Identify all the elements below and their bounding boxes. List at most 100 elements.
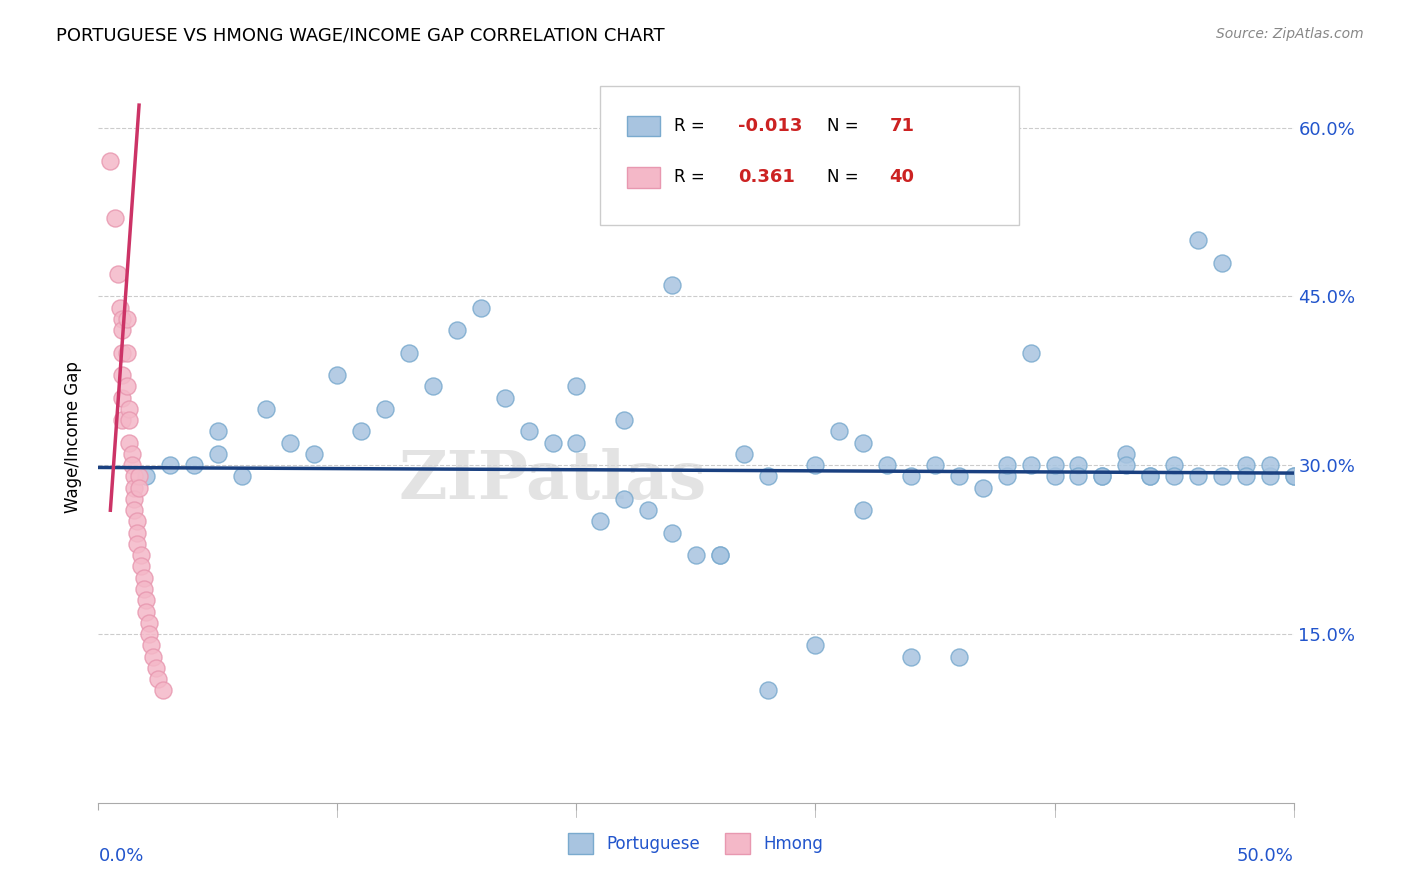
Point [565, 435, 588, 450]
Point [661, 278, 683, 293]
Point [948, 649, 970, 664]
Point [121, 447, 143, 461]
Text: 50.0%: 50.0% [1237, 847, 1294, 864]
Point [139, 638, 162, 652]
Point [1019, 345, 1042, 359]
Text: R =: R = [675, 169, 710, 186]
Point [115, 379, 138, 393]
Point [107, 267, 129, 281]
Point [637, 503, 659, 517]
Point [207, 425, 229, 439]
Point [804, 638, 827, 652]
Point [1187, 469, 1209, 483]
Point [111, 345, 134, 359]
Point [1282, 469, 1305, 483]
Point [494, 391, 516, 405]
Point [132, 582, 155, 596]
Point [1115, 458, 1137, 473]
Point [1139, 469, 1161, 483]
Point [661, 525, 683, 540]
Point [254, 401, 277, 416]
Legend: Portuguese, Hmong: Portuguese, Hmong [561, 827, 831, 860]
Point [685, 548, 707, 562]
FancyBboxPatch shape [627, 167, 661, 187]
Point [111, 391, 134, 405]
Point [995, 458, 1018, 473]
Point [1234, 469, 1257, 483]
Text: R =: R = [675, 117, 710, 136]
Point [1115, 447, 1137, 461]
Point [422, 379, 444, 393]
Point [1282, 469, 1305, 483]
FancyBboxPatch shape [627, 116, 661, 136]
Point [124, 503, 146, 517]
Point [1139, 469, 1161, 483]
Point [132, 571, 155, 585]
Point [589, 515, 612, 529]
Point [374, 401, 396, 416]
Point [804, 458, 827, 473]
Point [470, 301, 492, 315]
Point [852, 503, 875, 517]
Point [1043, 469, 1066, 483]
Point [135, 469, 157, 483]
Point [1211, 255, 1233, 269]
Point [1211, 469, 1233, 483]
Point [111, 323, 134, 337]
Point [1019, 458, 1042, 473]
Point [326, 368, 349, 383]
Point [108, 301, 131, 315]
Point [709, 548, 731, 562]
Point [128, 469, 150, 483]
Point [131, 559, 153, 574]
Point [302, 447, 325, 461]
Point [1067, 458, 1090, 473]
Point [828, 425, 851, 439]
Point [124, 491, 146, 506]
Point [125, 537, 148, 551]
Point [924, 458, 946, 473]
Point [852, 435, 875, 450]
FancyBboxPatch shape [600, 86, 1019, 225]
Point [613, 491, 636, 506]
Point [756, 683, 779, 698]
Text: N =: N = [828, 117, 865, 136]
Point [118, 435, 141, 450]
Point [121, 458, 143, 473]
Point [135, 593, 157, 607]
Point [231, 469, 253, 483]
Point [900, 469, 922, 483]
Point [128, 481, 150, 495]
Point [876, 458, 898, 473]
Point [115, 345, 138, 359]
Point [115, 312, 138, 326]
Point [131, 548, 153, 562]
Point [124, 481, 146, 495]
Point [350, 425, 373, 439]
Point [565, 379, 588, 393]
Text: 0.0%: 0.0% [98, 847, 143, 864]
Point [1163, 469, 1185, 483]
Point [207, 447, 229, 461]
Point [138, 615, 160, 630]
Point [111, 413, 134, 427]
Text: -0.013: -0.013 [738, 117, 803, 136]
Point [1258, 458, 1281, 473]
Point [152, 683, 174, 698]
Text: N =: N = [828, 169, 865, 186]
Point [948, 469, 970, 483]
Point [733, 447, 755, 461]
Point [183, 458, 205, 473]
Point [756, 469, 779, 483]
Point [124, 469, 146, 483]
Y-axis label: Wage/Income Gap: Wage/Income Gap [65, 361, 83, 513]
Point [278, 435, 301, 450]
Point [446, 323, 468, 337]
Point [1258, 469, 1281, 483]
Text: 40: 40 [890, 169, 914, 186]
Point [142, 649, 165, 664]
Point [138, 627, 160, 641]
Point [111, 312, 134, 326]
Point [104, 211, 127, 225]
Point [1091, 469, 1114, 483]
